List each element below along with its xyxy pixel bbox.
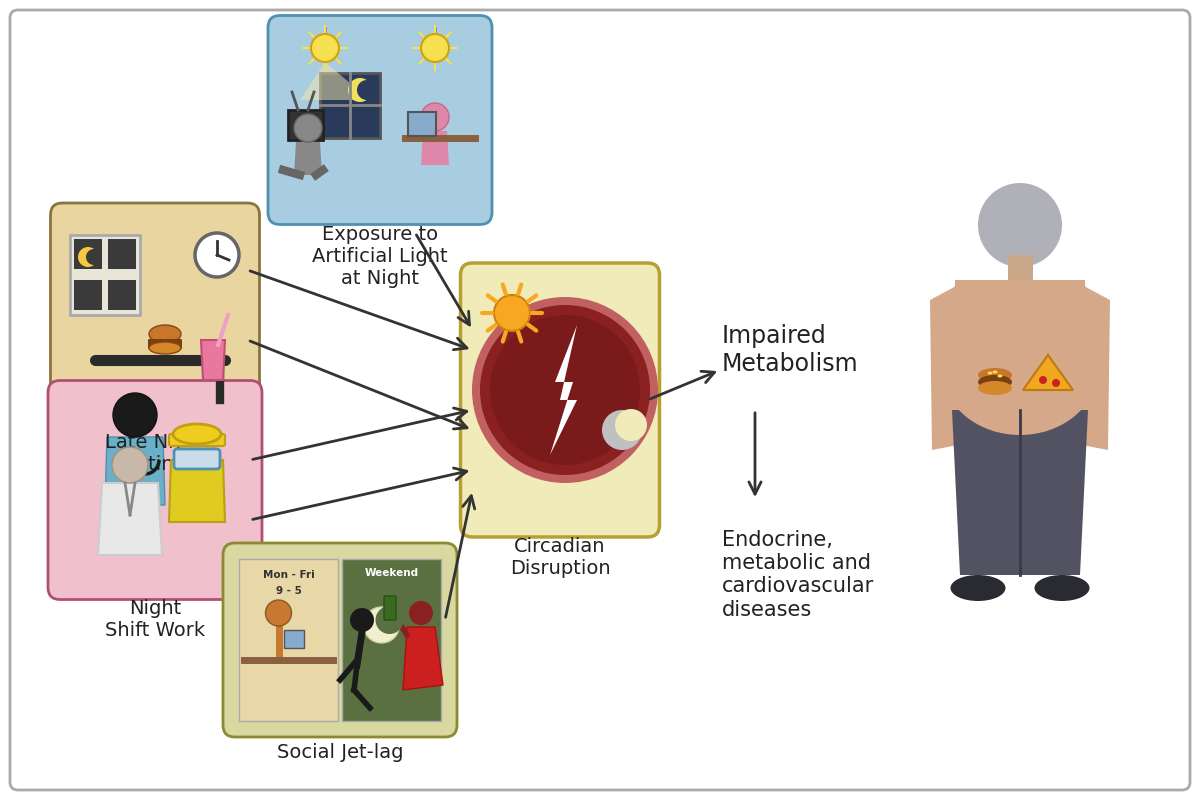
Ellipse shape — [978, 375, 1012, 389]
Circle shape — [1052, 379, 1060, 387]
Text: Endocrine,
metabolic and
cardiovascular
diseases: Endocrine, metabolic and cardiovascular … — [722, 530, 875, 619]
Ellipse shape — [988, 371, 992, 374]
Ellipse shape — [942, 305, 1098, 435]
Polygon shape — [106, 437, 166, 505]
FancyBboxPatch shape — [283, 630, 304, 648]
FancyBboxPatch shape — [408, 112, 436, 136]
FancyBboxPatch shape — [288, 110, 323, 140]
Ellipse shape — [950, 575, 1006, 601]
FancyBboxPatch shape — [148, 339, 182, 349]
Text: Mon - Fri: Mon - Fri — [263, 570, 314, 580]
Ellipse shape — [978, 381, 1012, 395]
Circle shape — [126, 455, 136, 465]
Text: Weekend: Weekend — [365, 568, 419, 578]
Text: 9 - 5: 9 - 5 — [276, 586, 301, 596]
Ellipse shape — [992, 370, 997, 374]
FancyBboxPatch shape — [108, 239, 136, 269]
Circle shape — [294, 114, 322, 142]
Polygon shape — [300, 62, 370, 100]
Circle shape — [350, 608, 374, 632]
Polygon shape — [169, 460, 226, 522]
Circle shape — [490, 315, 640, 465]
FancyBboxPatch shape — [384, 596, 396, 620]
Text: Late Night
Eating: Late Night Eating — [104, 433, 205, 474]
Circle shape — [978, 183, 1062, 267]
Ellipse shape — [173, 424, 221, 444]
Circle shape — [112, 447, 148, 483]
Circle shape — [480, 305, 650, 475]
Ellipse shape — [1034, 575, 1090, 601]
FancyBboxPatch shape — [320, 73, 380, 138]
Circle shape — [1039, 376, 1046, 384]
FancyBboxPatch shape — [74, 280, 102, 310]
Circle shape — [194, 233, 239, 277]
FancyBboxPatch shape — [48, 381, 262, 599]
Polygon shape — [403, 627, 443, 690]
Circle shape — [179, 424, 215, 460]
Circle shape — [311, 34, 340, 62]
FancyBboxPatch shape — [461, 263, 660, 537]
FancyBboxPatch shape — [174, 449, 220, 469]
FancyBboxPatch shape — [169, 434, 226, 446]
Polygon shape — [421, 131, 449, 165]
Polygon shape — [294, 142, 322, 175]
FancyBboxPatch shape — [223, 543, 457, 737]
Circle shape — [78, 247, 98, 267]
Circle shape — [86, 249, 102, 265]
FancyBboxPatch shape — [70, 235, 140, 315]
Circle shape — [358, 80, 377, 100]
Text: Exposure to
Artificial Light
at Night: Exposure to Artificial Light at Night — [312, 225, 448, 287]
Polygon shape — [98, 483, 162, 555]
Text: Circadian
Disruption: Circadian Disruption — [510, 537, 611, 578]
Circle shape — [421, 34, 449, 62]
Ellipse shape — [997, 374, 1002, 378]
FancyBboxPatch shape — [10, 10, 1190, 790]
Ellipse shape — [978, 368, 1012, 382]
Text: Night
Shift Work: Night Shift Work — [104, 599, 205, 641]
Circle shape — [265, 600, 292, 626]
FancyBboxPatch shape — [342, 559, 442, 721]
Ellipse shape — [149, 342, 181, 354]
FancyBboxPatch shape — [268, 15, 492, 225]
Circle shape — [421, 103, 449, 131]
Polygon shape — [202, 340, 226, 380]
Text: Social Jet-lag: Social Jet-lag — [277, 743, 403, 762]
Polygon shape — [950, 280, 1090, 410]
Polygon shape — [952, 410, 1088, 575]
Circle shape — [602, 410, 642, 450]
Text: Impaired
Metabolism: Impaired Metabolism — [722, 324, 859, 376]
Circle shape — [494, 295, 530, 331]
Circle shape — [113, 393, 157, 437]
FancyBboxPatch shape — [239, 559, 338, 721]
Polygon shape — [1022, 355, 1073, 390]
Circle shape — [348, 78, 372, 102]
FancyBboxPatch shape — [50, 203, 259, 417]
Circle shape — [364, 607, 400, 643]
Polygon shape — [1082, 285, 1110, 450]
Circle shape — [409, 601, 433, 625]
Polygon shape — [930, 285, 958, 450]
Circle shape — [616, 409, 647, 441]
Circle shape — [472, 297, 658, 483]
Ellipse shape — [149, 325, 181, 343]
Circle shape — [376, 606, 403, 634]
FancyBboxPatch shape — [74, 239, 102, 269]
Polygon shape — [550, 325, 577, 455]
FancyBboxPatch shape — [108, 280, 136, 310]
